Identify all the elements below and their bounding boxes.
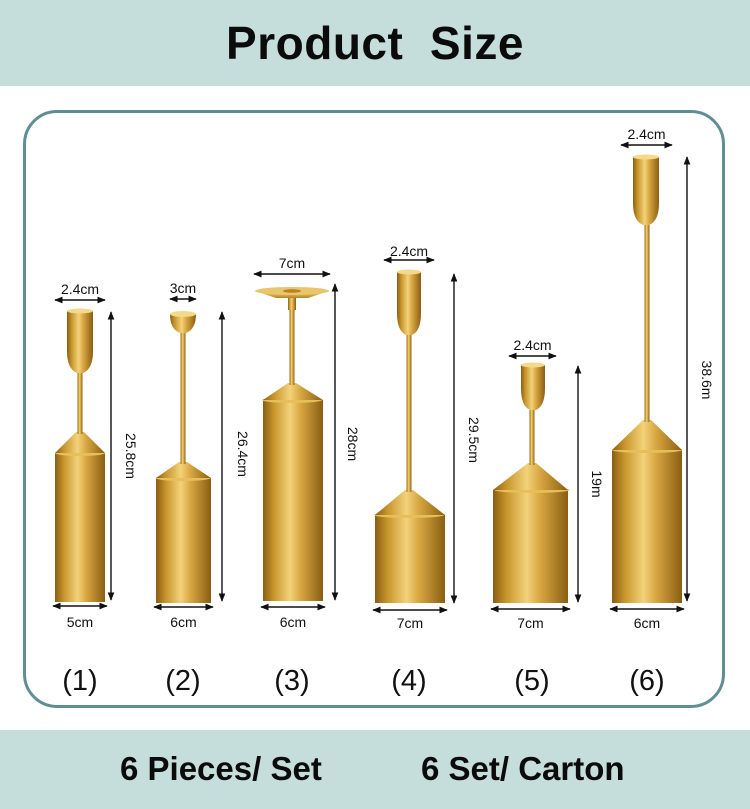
holder-1-base-width: 5cm — [67, 614, 93, 630]
holder-2-cup-rim — [170, 311, 196, 317]
candle-holder-4 — [374, 269, 445, 603]
holder-6-stem — [644, 225, 650, 422]
holder-6-top-width: 2.4cm — [627, 126, 665, 142]
holder-4-cup-rim — [397, 269, 421, 275]
holder-3-neck — [288, 298, 296, 310]
holder-2-stem — [180, 333, 186, 464]
pieces-per-set: 6 Pieces/ Set — [120, 750, 322, 787]
holder-4-number: (4) — [391, 665, 426, 697]
holder-3-shoulder — [263, 383, 323, 400]
holder-6-base-width: 6cm — [634, 615, 660, 631]
holder-2-number: (2) — [165, 665, 200, 697]
holder-2-height: 26.4cm — [235, 431, 251, 477]
holder-1-cup — [67, 311, 93, 373]
holder-3-top-width: 7cm — [279, 255, 305, 271]
holder-6-cup — [633, 157, 659, 225]
holder-4-cup — [397, 272, 421, 335]
holder-5-base — [493, 490, 568, 603]
holder-2-shoulder — [156, 462, 211, 478]
holder-5-cup — [521, 365, 545, 410]
holder-3-height: 28cm — [345, 427, 361, 461]
holder-6-cup-rim — [633, 154, 659, 160]
holder-4-shoulder — [375, 490, 445, 515]
holder-1-shoulder — [55, 432, 105, 453]
holder-5-stem — [529, 410, 535, 465]
holder-6-base — [612, 450, 682, 603]
holder-5-number: (5) — [514, 665, 549, 697]
page-title: Product Size — [226, 17, 524, 69]
holder-3-plate-center — [283, 289, 301, 293]
sets-per-carton: 6 Set/ Carton — [421, 750, 625, 787]
holder-5-shoulder — [493, 463, 568, 490]
holder-1-base — [55, 453, 105, 602]
candle-holder-2 — [155, 311, 211, 603]
holder-4-stem — [406, 335, 412, 492]
holder-5-height: 19m — [589, 470, 605, 497]
footer-band: 6 Pieces/ Set 6 Set/ Carton — [0, 730, 750, 809]
candle-holder-6 — [612, 154, 682, 603]
holder-3-number: (3) — [274, 665, 309, 697]
holder-6-number: (6) — [629, 665, 664, 697]
holder-3-base-width: 6cm — [280, 614, 306, 630]
candle-holder-1 — [55, 308, 105, 602]
holder-5-top-width: 2.4cm — [513, 337, 551, 353]
title-band: Product Size — [0, 0, 750, 86]
holder-5-cup-rim — [521, 362, 545, 368]
holder-1-height: 25.8cm — [123, 433, 139, 479]
holder-1-cup-rim — [67, 308, 93, 314]
holder-5-base-width: 7cm — [517, 615, 543, 631]
holder-2-top-width: 3cm — [170, 280, 196, 296]
holder-4-top-width: 2.4cm — [390, 243, 428, 259]
holder-2-cup — [170, 314, 196, 333]
holder-6-height: 38.6m — [699, 361, 715, 400]
holder-1-top-width: 2.4cm — [61, 281, 99, 297]
holder-4-base-width: 7cm — [397, 615, 423, 631]
holder-4-height: 29.5cm — [466, 417, 482, 463]
holder-2-base-width: 6cm — [170, 614, 196, 630]
holder-6-shoulder — [612, 420, 682, 450]
candle-holder-illustration: 2.4cm 25.8cm 5cm (1) 3cm 26.4cm 6cm (2) 7cm 28cm 6… — [52, 126, 715, 697]
holder-4-base — [375, 515, 445, 603]
candle-holder-3 — [255, 287, 329, 601]
holder-2-base — [156, 478, 211, 603]
holder-1-number: (1) — [62, 665, 97, 697]
candle-holder-5 — [493, 362, 570, 603]
holder-3-stem — [289, 300, 295, 385]
holder-3-base — [263, 400, 323, 601]
holder-1-stem — [77, 373, 83, 434]
